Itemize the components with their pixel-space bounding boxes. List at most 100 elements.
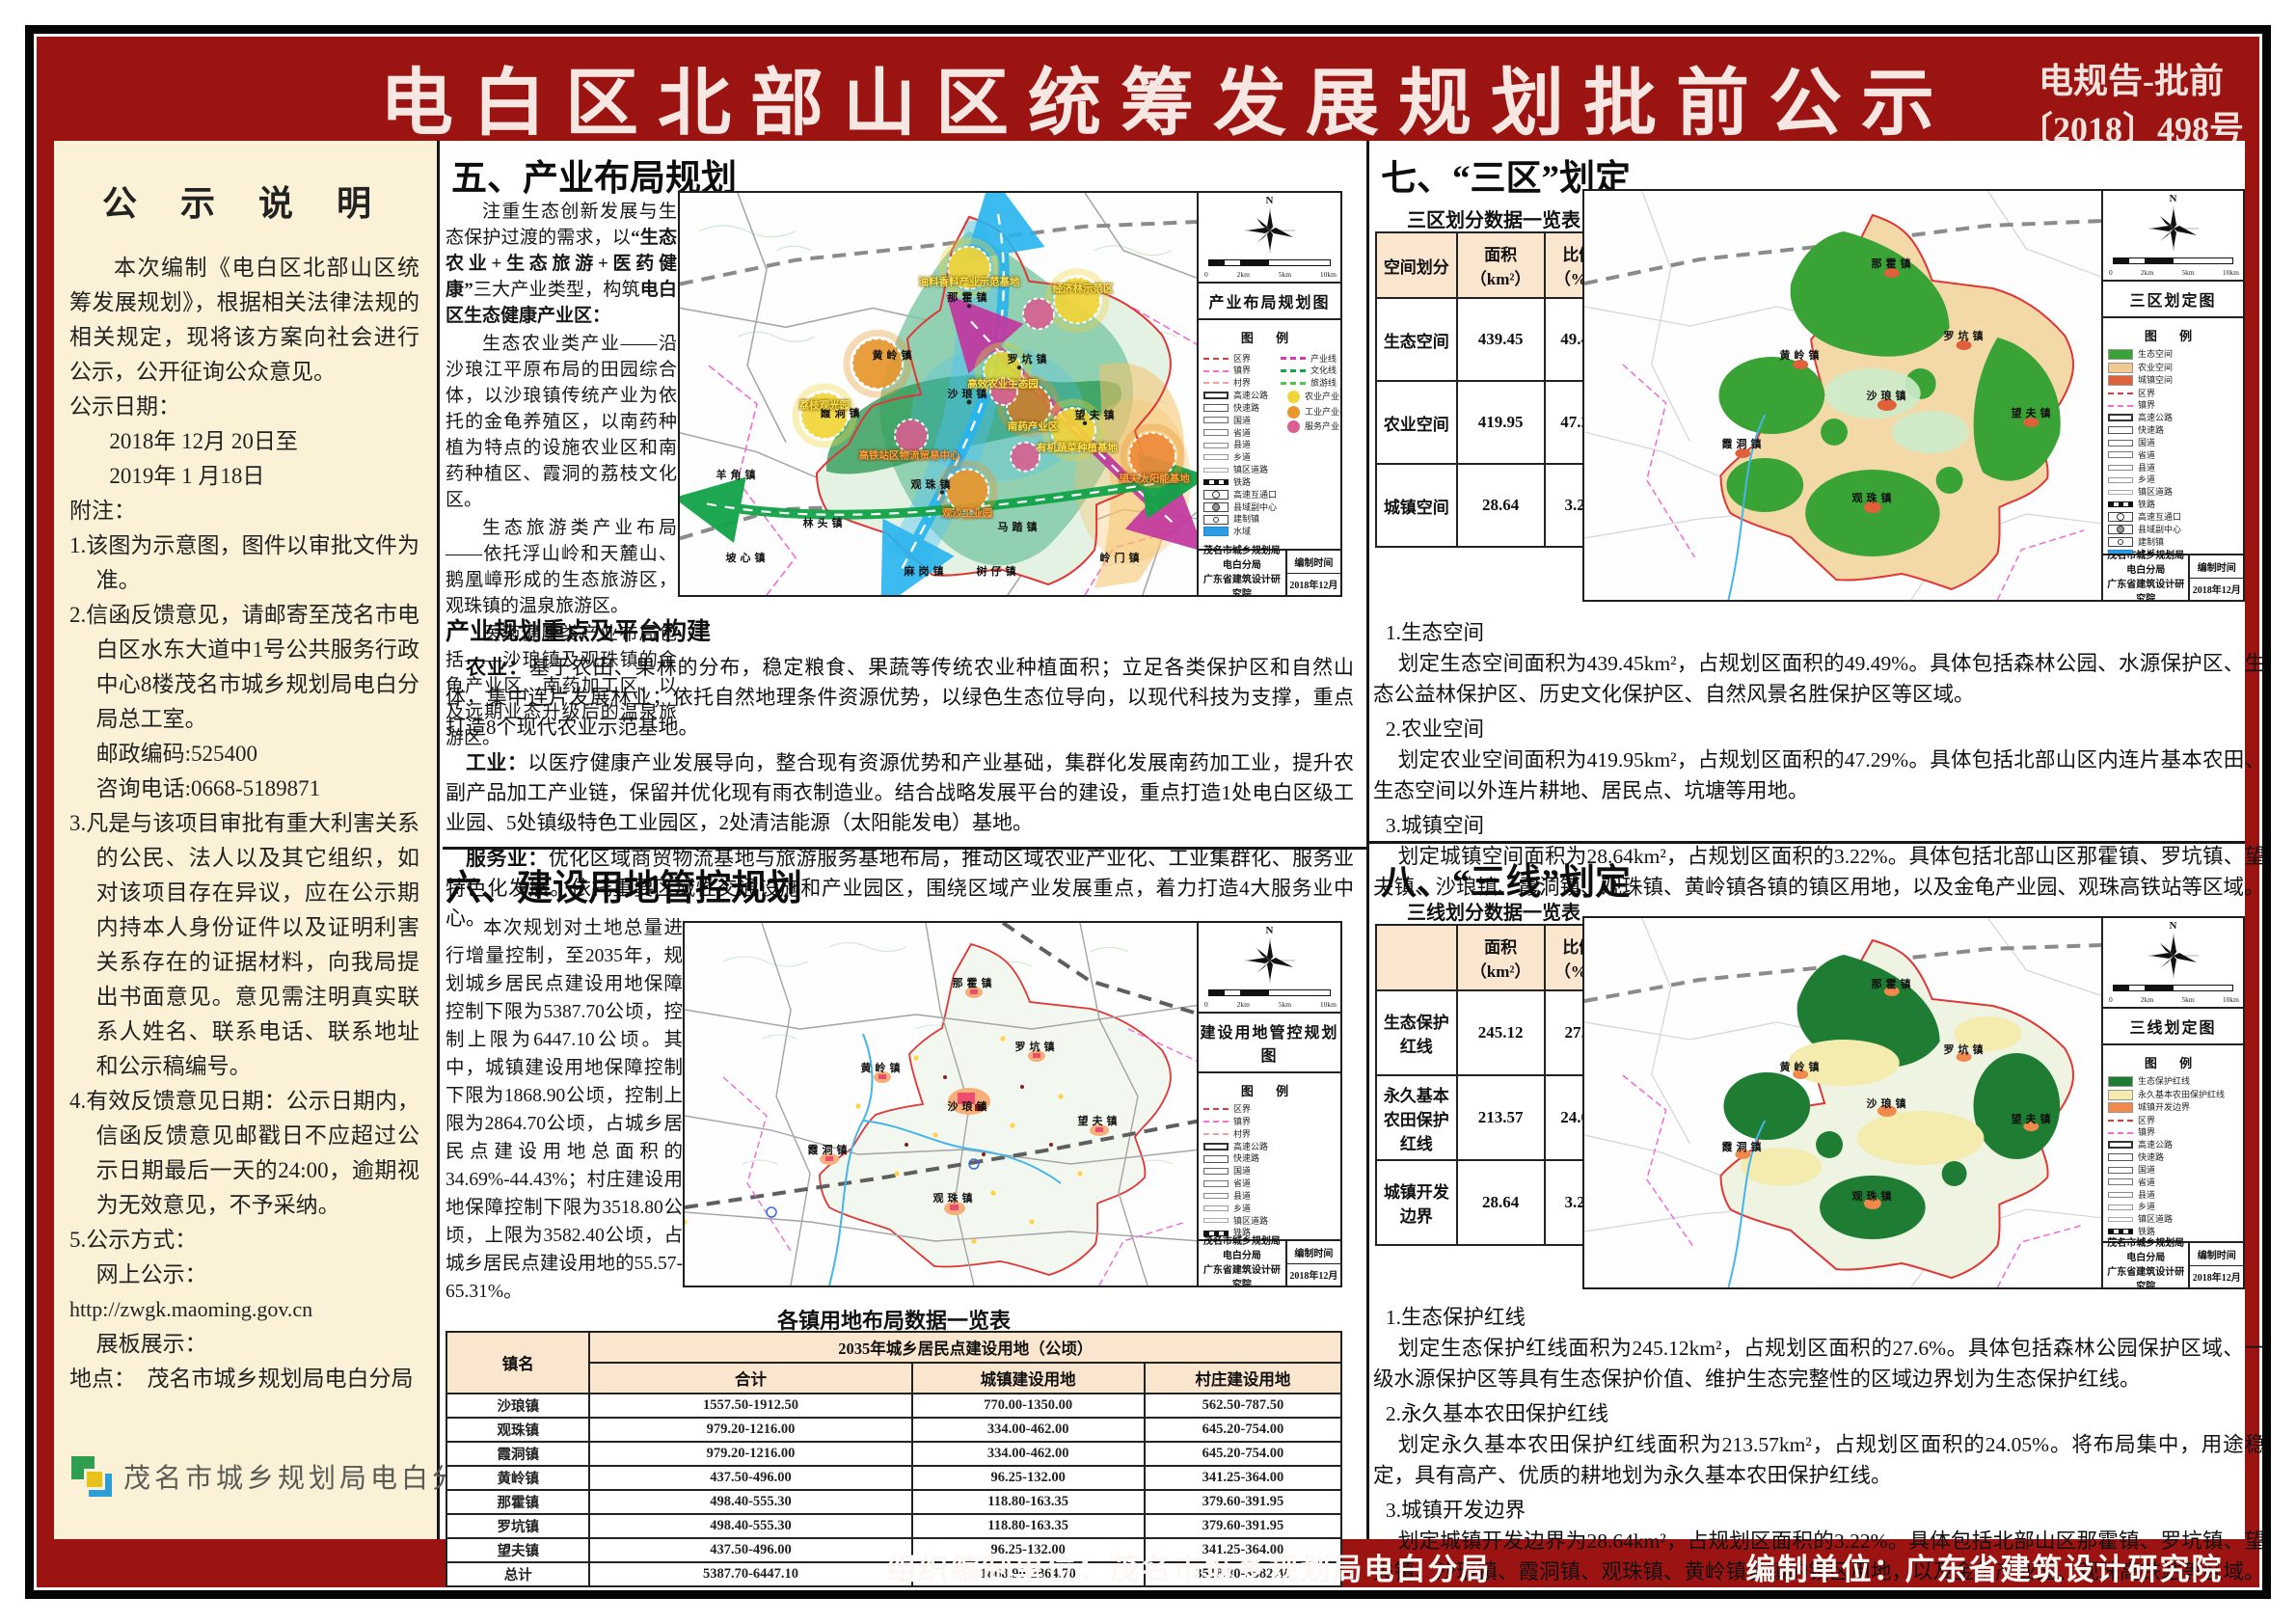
legend-swatch — [2108, 549, 2133, 554]
legend-swatch — [1203, 1142, 1229, 1150]
map3-town-label: 望夫镇 — [2011, 408, 2055, 420]
table8-caption: 三线划分数据一览表 — [1407, 903, 1580, 924]
legend-label: 农业空间 — [2138, 362, 2174, 372]
line-area-cell: 213.57 — [1455, 1074, 1546, 1161]
town-name-cell: 罗坑镇 — [445, 1513, 591, 1539]
map1-feature-label: 经济林示范区 — [1052, 284, 1114, 295]
map-landuse-control: 那霍镇 罗坑镇 黄岭镇 沙琅镇 望夫镇 霞洞镇 观珠镇 N 0 2km 5km 10km 建设用地… — [683, 921, 1342, 1287]
village-land-cell: 645.20-754.00 — [1143, 1441, 1343, 1467]
urban-land-cell: 334.00-462.00 — [910, 1441, 1146, 1467]
map4-legend: 图 例 生态保护红线 永久基本农田保护红线 城镇开发边界 区界 镇界 高速公路 快速路 国道省… — [2103, 1045, 2243, 1241]
zone-item: 1.生态空间 划定生态空间面积为439.45km²，占规划区面积的49.49%。… — [1373, 617, 2265, 710]
table6-row: 望夫镇 437.50-496.00 96.25-132.00 341.25-36… — [445, 1537, 1343, 1563]
legend-swatch — [1281, 357, 1307, 361]
legend-label: 文化线 — [1310, 365, 1337, 376]
legend-item: 省道 — [1203, 1178, 1336, 1188]
scale-tick-label: 10km — [1319, 1000, 1337, 1009]
notice-line: 公示日期： — [69, 394, 180, 419]
legend-swatch — [1287, 391, 1301, 404]
map-three-zones: 那霍镇 罗坑镇 黄岭镇 沙琅镇 望夫镇 霞洞镇 观珠镇 N 0 2km 5km 10km 三区划定… — [1582, 189, 2245, 602]
logo-yellow-square — [84, 1469, 105, 1490]
urban-land-cell: 118.80-163.35 — [910, 1489, 1146, 1515]
compass-icon — [2147, 206, 2199, 251]
legend-item: 服务产业平台 — [1281, 420, 1340, 434]
town-name-cell: 沙琅镇 — [445, 1393, 591, 1419]
legend-label: 县道 — [2138, 462, 2156, 473]
map-credit-time-label: 编制时间 — [2190, 555, 2243, 579]
map3-town-label: 罗坑镇 — [1943, 331, 1987, 342]
map-credit-time-value: 2018年12月 — [2192, 585, 2241, 597]
notice-title: 公 示 说 明 — [101, 184, 389, 223]
notice-body: 本次编制《电白区北部山区统筹发展规划》，根据相关法律法规的相关规定，现将该方案向… — [54, 226, 437, 1396]
legend-item: 县域副中心 — [1203, 502, 1277, 512]
scale-tick-label: 5km — [2181, 268, 2195, 277]
notice-line: 地点： 茂名市城乡规划局电白分局 — [69, 1367, 414, 1391]
village-land-cell: 562.50-787.50 — [1143, 1393, 1343, 1419]
map2-credit-box: 茂名市城乡规划局电白分局 广东省建筑设计研究院 编制时间 2018年12月 — [1199, 1236, 1340, 1286]
legend-label: 快速路 — [1233, 1153, 1260, 1164]
map2-legend: 图 例 区界镇界村界高速公路快速路国道省道县道乡道镇区道路铁路高速互通口城镇建设… — [1199, 1073, 1340, 1239]
column-divider — [1366, 141, 1369, 1539]
legend-item: 镇界 — [1203, 1117, 1336, 1126]
village-land-cell: 341.25-364.00 — [1143, 1465, 1343, 1491]
legend-item: 旅游线 — [1281, 378, 1340, 388]
legend-swatch — [2108, 451, 2133, 459]
map1-feature-label: 南药产业区 — [1007, 421, 1059, 433]
legend-item: 区界 — [2108, 389, 2238, 398]
legend-swatch — [1203, 479, 1229, 486]
map-credit-line2: 广东省建筑设计研究院 — [2107, 580, 2185, 602]
legend-label: 生态空间 — [2138, 349, 2174, 360]
map3-legend: 图 例 生态空间 农业空间 城镇空间 区界 镇界 高速公路 快速路 国道 省道 县道 乡道 镇区道路铁… — [2103, 318, 2243, 554]
scale-tick-label: 10km — [2222, 268, 2239, 277]
platform-title: 产业规划重点及平台构建 — [446, 619, 712, 645]
map3-credit-box: 茂名市城乡规划局电白分局 广东省建筑设计研究院 编制时间 2018年12月 — [2103, 551, 2243, 602]
map-credit-line1: 茂名市城乡规划局电白分局 — [2107, 551, 2185, 576]
town-name-cell: 总计 — [445, 1561, 591, 1587]
legend-label: 省道 — [2138, 1177, 2156, 1187]
legend-item: 建制镇 — [2108, 537, 2238, 547]
legend-item: 高速互通口 — [2108, 1239, 2238, 1241]
legend-label: 镇界 — [2138, 1127, 2156, 1138]
section6-paragraph: 本次规划对土地总量进行增量控制，至2035年，规划城乡居民点建设用地保障控制下限… — [446, 918, 683, 1302]
legend-label: 省道 — [1233, 1178, 1252, 1189]
total-cell: 979.20-1216.00 — [588, 1417, 913, 1443]
total-cell: 1557.50-1912.50 — [588, 1393, 913, 1419]
town-name-cell: 霞洞镇 — [445, 1441, 591, 1467]
notice-panel: 公 示 说 明 本次编制《电白区北部山区统筹发展规划》，根据相关法律法规的相关规… — [54, 141, 490, 1539]
line-item: 3.城镇开发边界 划定城镇开发边界为28.64km²，占规划区面积的3.22%。… — [1373, 1495, 2265, 1587]
legend-label: 建制镇 — [1233, 514, 1260, 525]
legend-swatch — [2108, 1239, 2133, 1241]
legend-item: 永久基本农田保护红线 — [2108, 1089, 2238, 1100]
legend-swatch — [1203, 357, 1229, 360]
legend-item: 水域 — [2108, 549, 2238, 554]
legend-item: 县道 — [2108, 1190, 2238, 1200]
line-name-cell: 永久基本农田保护红线 — [1375, 1074, 1458, 1161]
map1-feature-label: 观沙工业园 — [941, 508, 993, 520]
notice-line: 邮政编码:525400 — [95, 742, 257, 766]
map2-town-label: 那霍镇 — [952, 978, 996, 989]
table6-sub-header: 城镇建设用地 — [910, 1362, 1146, 1394]
legend-label: 水域 — [2138, 549, 2155, 554]
scale-tick-label: 5km — [1278, 270, 1292, 279]
legend-label: 村界 — [1233, 1128, 1252, 1139]
legend-swatch — [2108, 426, 2133, 435]
map4-town-label: 那霍镇 — [1871, 979, 1915, 990]
legend-swatch — [1203, 369, 1229, 372]
map-credit-time-label: 编制时间 — [2190, 1243, 2243, 1266]
legend-label: 铁路 — [1233, 476, 1252, 487]
platform-item-text: 基于农田、果林的分布，稳定粮食、果蔬等传统农业种植面积；立足各类保护区和自然山体… — [446, 656, 1355, 739]
map-credit-line1: 茂名市城乡规划局电白分局 — [2107, 1238, 2185, 1263]
s5-p1-pre: 注重生态创新发展与生态保护过渡的需求，以 — [446, 202, 677, 248]
legend-swatch — [1203, 527, 1229, 537]
map1-town-label: 那霍镇 — [947, 292, 991, 304]
legend-label: 国道 — [2138, 437, 2156, 447]
legend-swatch — [2108, 1131, 2133, 1134]
table6-row: 那霍镇 498.40-555.30 118.80-163.35 379.60-3… — [445, 1489, 1343, 1515]
notice-line: 本次编制《电白区北部山区统筹发展规划》，根据相关法律法规的相关规定，现将该方案向… — [69, 256, 419, 384]
table6-row: 沙琅镇 1557.50-1912.50 770.00-1350.00 562.5… — [445, 1393, 1343, 1419]
village-land-cell: 379.60-391.95 — [1143, 1489, 1343, 1515]
map1-town-label: 羊角镇 — [716, 470, 760, 481]
section6-body: 本次规划对土地总量进行增量控制，至2035年，规划城乡居民点建设用地保障控制下限… — [446, 914, 683, 1308]
map1-town-label: 霞洞镇 — [820, 408, 864, 420]
urban-land-cell: 770.00-1350.00 — [910, 1393, 1146, 1419]
